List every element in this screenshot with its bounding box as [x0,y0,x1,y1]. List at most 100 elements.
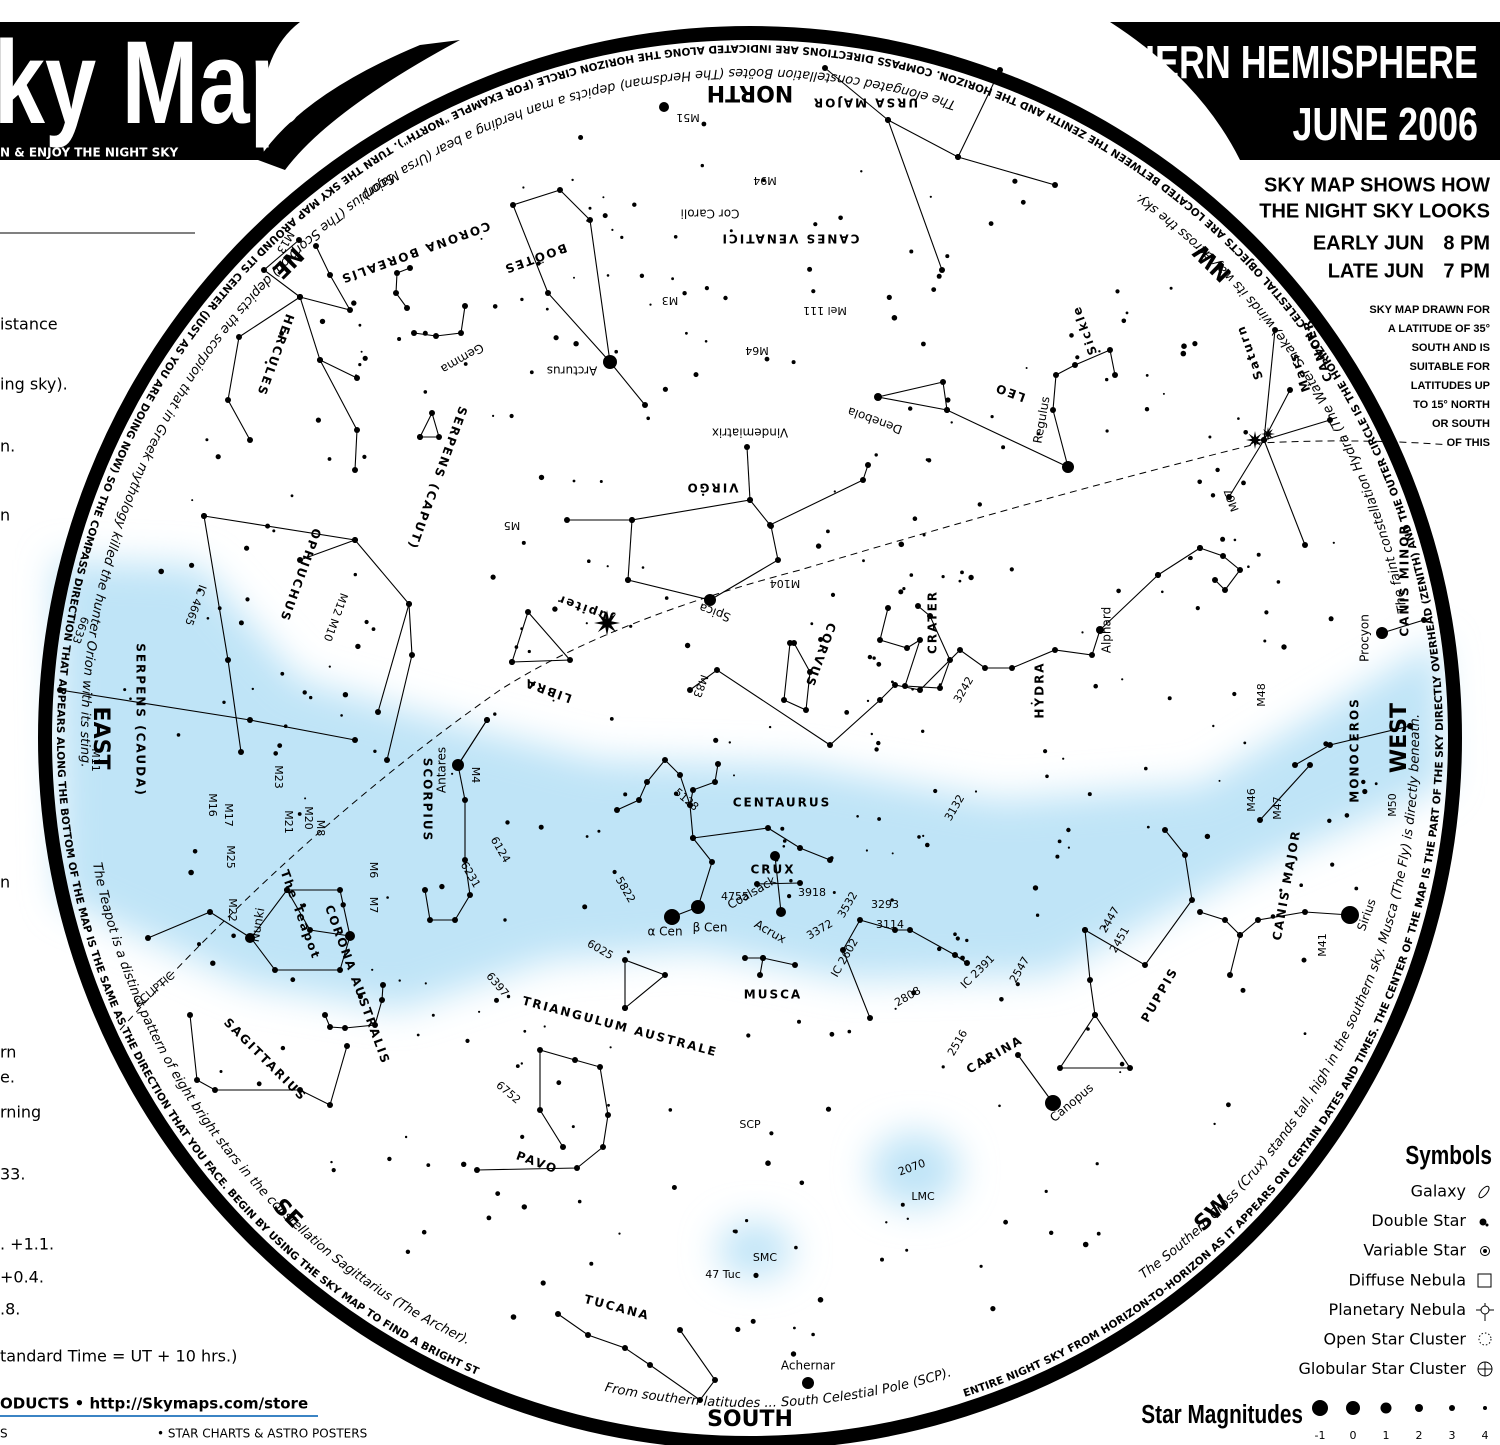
object-label: M3 [662,294,679,307]
star [225,397,231,403]
left-text: .8. [0,1300,20,1319]
month: JUNE 2006 [1293,99,1478,150]
planet-label: Jupiter [554,592,616,626]
star [1127,1065,1133,1071]
magnitude-label: 3 [1449,1429,1456,1442]
constellation-label: MONOCEROS [1348,697,1362,802]
star [642,402,648,408]
field-star [921,730,924,733]
star [1182,852,1188,858]
field-star [618,1233,620,1235]
field-star [405,1136,407,1138]
object-label: 47 Tuc [705,1268,741,1281]
field-star [358,363,361,366]
left-text: . +1.1. [0,1235,54,1254]
star [484,717,490,723]
star [322,1012,328,1018]
left-text: n. [0,437,15,456]
star [429,410,435,416]
field-star [960,956,965,961]
field-star [1045,1190,1048,1193]
store-item: S [0,1427,8,1441]
field-star [1220,537,1225,542]
star [647,1362,653,1368]
constellation-line [512,612,570,662]
constellation-label: CORONA BOREALIS [338,219,492,286]
constellation-label: PAVO [514,1149,560,1177]
field-star [487,1216,492,1221]
field-star [1257,553,1261,557]
field-star [216,454,221,459]
constellation-line [1264,440,1305,545]
object-label: 4755 [721,890,749,903]
field-star [177,733,181,737]
field-star [907,1218,909,1220]
star [564,517,570,523]
field-star [528,650,531,653]
star [857,917,863,923]
field-star [578,135,583,140]
field-star [239,620,244,625]
field-star [330,1161,332,1163]
constellation-label: BOÖTES [501,241,569,278]
star [406,601,412,607]
field-star [867,700,869,702]
field-star [613,870,617,874]
field-star [607,274,610,277]
rim-note-path: From southern latitudes ... South Celest… [603,1365,953,1411]
field-star [520,298,523,301]
field-star [359,324,362,327]
star-name: Antares [435,747,449,793]
field-star [363,356,368,361]
field-star [1012,179,1017,184]
star [1222,917,1228,923]
field-star [902,587,905,590]
field-star [188,870,194,876]
constellation-label: TRIANGULUM AUSTRALE [521,994,720,1060]
star [827,742,833,748]
star [462,797,468,803]
star [247,437,253,443]
field-star [539,475,544,480]
legend-item: Double Star [1371,1211,1466,1230]
time-value: 8 PM [1443,232,1490,254]
star [452,917,458,923]
field-star [1083,1242,1089,1248]
magnitude-label: 4 [1482,1429,1489,1442]
field-star [511,1314,517,1320]
field-star [1066,828,1070,832]
bright-star [1376,627,1388,639]
constellation-line [690,575,1158,745]
field-star [129,697,132,700]
field-star [1197,480,1202,485]
field-star [272,529,275,532]
field-star [280,672,284,676]
star [344,1043,350,1049]
field-star [844,710,849,715]
field-star [552,606,557,611]
field-star [422,1230,427,1235]
star [510,202,516,208]
star [236,334,242,340]
store-item: • STAR CHARTS & ASTRO POSTERS [157,1427,367,1441]
field-star [600,480,603,483]
star [1092,1012,1098,1018]
field-star [515,645,519,649]
star [907,927,913,933]
field-star [1163,393,1165,395]
star [537,1107,543,1113]
field-star [892,315,898,321]
object-label: M94 [753,174,777,187]
star [1257,817,1263,823]
field-star [834,490,836,492]
field-star [787,894,791,898]
star [1237,567,1243,573]
field-star [1170,287,1173,290]
field-star [960,571,964,575]
field-star [1168,696,1172,700]
field-star [1213,1123,1215,1125]
star [744,444,750,450]
constellation-label: CENTAURUS [733,796,832,810]
field-star [316,418,321,423]
field-star [945,254,949,258]
